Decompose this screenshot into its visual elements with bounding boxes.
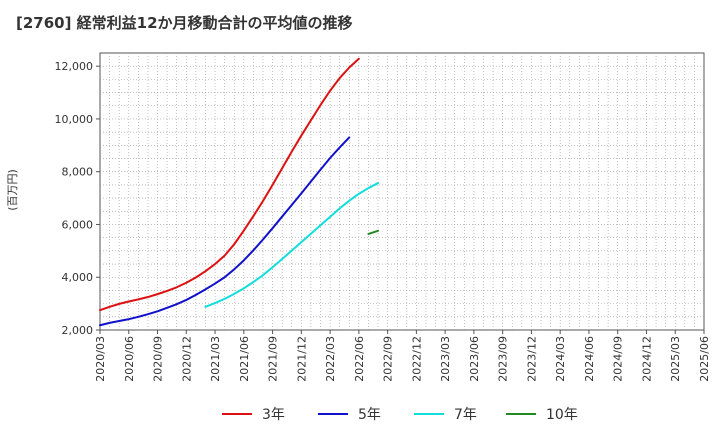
- y-axis-label: (百万円): [6, 169, 19, 211]
- x-tick-label: 2022/03: [324, 336, 337, 382]
- x-axis-ticks: 2020/03 2020/06 2020/09 2020/12 2021/03 2021/…: [94, 330, 711, 382]
- x-tick-label: 2020/12: [180, 336, 193, 382]
- chart-title: [2760] 経常利益12か月移動合計の平均値の推移: [16, 14, 353, 32]
- legend-item-3年: 3年: [222, 407, 285, 423]
- legend-label: 10年: [546, 407, 578, 423]
- x-tick-label: 2024/06: [583, 336, 596, 382]
- legend-item-5年: 5年: [318, 407, 381, 423]
- series-line-5年: [99, 136, 351, 327]
- x-tick-label: 2021/06: [238, 336, 251, 382]
- x-tick-label: 2023/12: [525, 336, 538, 382]
- x-tick-label: 2024/09: [612, 336, 625, 382]
- x-tick-label: 2023/03: [439, 336, 452, 382]
- x-tick-label: 2021/03: [209, 336, 222, 382]
- x-tick-label: 2023/09: [497, 336, 510, 382]
- legend-label: 7年: [454, 407, 477, 423]
- x-tick-label: 2020/06: [123, 336, 136, 382]
- x-tick-label: 2022/06: [353, 336, 366, 382]
- grid-lines: [100, 53, 704, 330]
- x-tick-label: 2021/09: [267, 336, 280, 382]
- x-tick-label: 2025/06: [698, 336, 711, 382]
- y-axis-ticks: 2,000 4,000 6,000 8,000 10,000 12,000: [55, 60, 100, 337]
- legend: 3年 5年 7年 10年: [222, 407, 578, 423]
- x-tick-label: 2020/09: [152, 336, 165, 382]
- plot-area: [99, 52, 705, 331]
- x-tick-label: 2022/09: [382, 336, 395, 382]
- x-tick-label: 2021/12: [295, 336, 308, 382]
- x-tick-label: 2024/12: [640, 336, 653, 382]
- series-line-3年: [99, 57, 360, 312]
- series-line-7年: [204, 182, 380, 308]
- legend-item-10年: 10年: [506, 407, 578, 423]
- y-tick-label: 6,000: [62, 218, 94, 231]
- y-tick-label: 8,000: [62, 166, 94, 179]
- legend-item-7年: 7年: [414, 407, 477, 423]
- y-tick-label: 12,000: [55, 60, 94, 73]
- x-tick-label: 2022/12: [410, 336, 423, 382]
- y-tick-label: 4,000: [62, 271, 94, 284]
- x-tick-label: 2023/06: [468, 336, 481, 382]
- y-tick-label: 2,000: [62, 324, 94, 337]
- x-tick-label: 2025/03: [669, 336, 682, 382]
- x-tick-label: 2024/03: [554, 336, 567, 382]
- legend-label: 5年: [358, 407, 381, 423]
- x-tick-label: 2020/03: [94, 336, 107, 382]
- y-tick-label: 10,000: [55, 113, 94, 126]
- legend-label: 3年: [262, 407, 285, 423]
- series-line-10年: [367, 229, 380, 235]
- series-lines: [99, 57, 380, 327]
